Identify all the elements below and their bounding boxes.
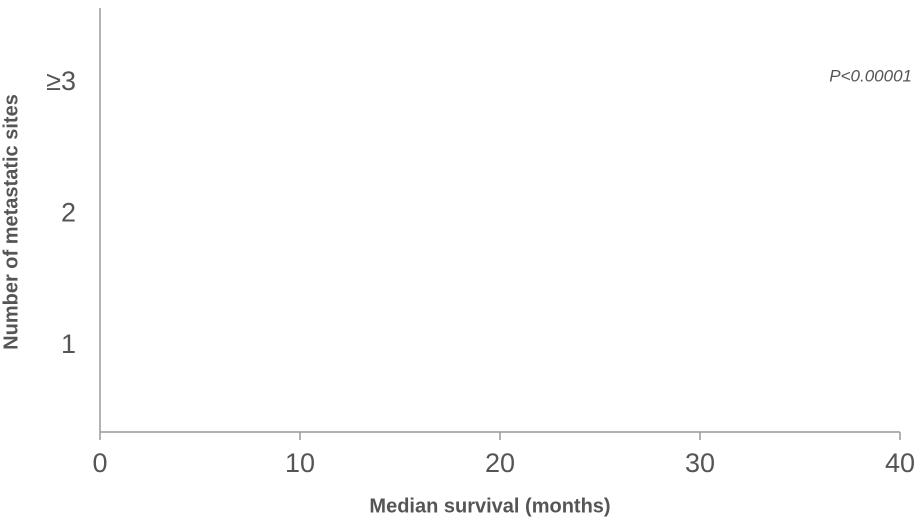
x-tick-label: 20	[485, 448, 515, 478]
x-tick-label: 0	[92, 448, 107, 478]
y-axis-title: Number of metastatic sites	[0, 94, 22, 350]
y-tick-label: ≥3	[46, 66, 76, 96]
x-axis-title: Median survival (months)	[369, 495, 610, 517]
x-tick-label: 10	[285, 448, 315, 478]
y-tick-label: 1	[61, 329, 76, 359]
annotation: P<0.00001	[829, 66, 912, 85]
x-tick-label: 40	[885, 448, 915, 478]
y-tick-label: 2	[61, 198, 76, 228]
x-tick-label: 30	[685, 448, 715, 478]
